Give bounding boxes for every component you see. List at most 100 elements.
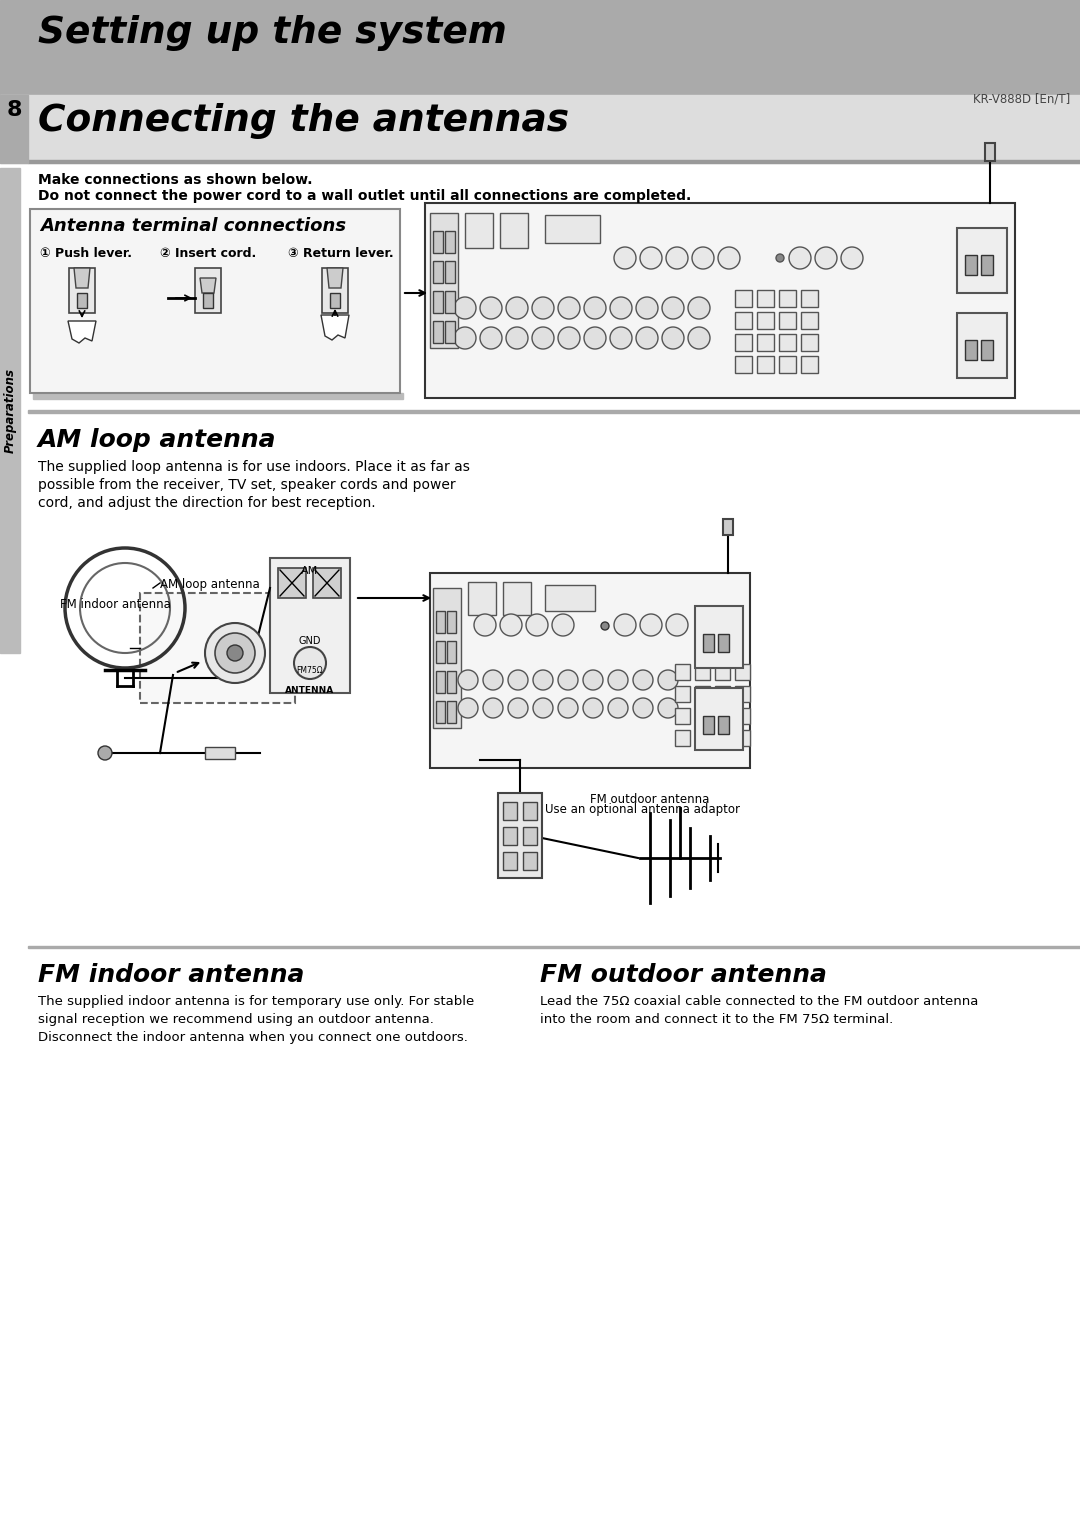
Text: ③ Return lever.: ③ Return lever. xyxy=(288,248,393,260)
Bar xyxy=(468,582,496,614)
Bar xyxy=(445,261,455,283)
Bar xyxy=(433,261,443,283)
Circle shape xyxy=(458,669,478,691)
Text: Lead the 75Ω coaxial cable connected to the FM outdoor antenna: Lead the 75Ω coaxial cable connected to … xyxy=(540,995,978,1008)
Circle shape xyxy=(615,248,636,269)
Bar xyxy=(735,707,750,724)
Bar xyxy=(703,717,714,733)
Bar xyxy=(503,827,517,845)
Text: signal reception we recommend using an outdoor antenna.: signal reception we recommend using an o… xyxy=(38,1013,434,1025)
Bar xyxy=(33,393,403,399)
Circle shape xyxy=(552,614,573,636)
Bar xyxy=(715,730,730,746)
Bar xyxy=(433,231,443,254)
Bar xyxy=(675,707,690,724)
Circle shape xyxy=(583,669,603,691)
Bar xyxy=(675,686,690,701)
Circle shape xyxy=(534,669,553,691)
Bar xyxy=(447,671,456,694)
Circle shape xyxy=(658,698,678,718)
Bar xyxy=(278,568,306,597)
Bar xyxy=(433,588,461,727)
Bar xyxy=(203,293,213,309)
Circle shape xyxy=(508,669,528,691)
Polygon shape xyxy=(327,267,343,287)
Bar xyxy=(757,312,774,329)
Circle shape xyxy=(454,327,476,348)
Bar xyxy=(735,686,750,701)
Circle shape xyxy=(666,248,688,269)
Bar xyxy=(966,341,977,361)
Bar xyxy=(498,793,542,879)
Bar xyxy=(465,212,492,248)
Bar xyxy=(523,827,537,845)
Circle shape xyxy=(558,698,578,718)
Bar xyxy=(545,215,600,243)
Bar xyxy=(715,665,730,680)
Bar xyxy=(430,573,750,769)
Text: Setting up the system: Setting up the system xyxy=(38,15,507,50)
Bar xyxy=(503,802,517,821)
Bar xyxy=(445,321,455,342)
Bar xyxy=(447,701,456,723)
Bar xyxy=(28,160,1080,163)
Bar xyxy=(523,853,537,869)
Bar xyxy=(735,356,752,373)
Bar xyxy=(735,730,750,746)
Circle shape xyxy=(205,623,265,683)
Text: possible from the receiver, TV set, speaker cords and power: possible from the receiver, TV set, spea… xyxy=(38,478,456,492)
Circle shape xyxy=(608,698,627,718)
Bar xyxy=(28,946,1080,947)
Bar xyxy=(426,203,1015,397)
Circle shape xyxy=(610,296,632,319)
Circle shape xyxy=(558,296,580,319)
Bar xyxy=(703,634,714,652)
Bar xyxy=(779,290,796,307)
Circle shape xyxy=(215,633,255,672)
Text: Do not connect the power cord to a wall outlet until all connections are complet: Do not connect the power cord to a wall … xyxy=(38,189,691,203)
Circle shape xyxy=(507,327,528,348)
Circle shape xyxy=(633,698,653,718)
Circle shape xyxy=(583,698,603,718)
Bar xyxy=(447,611,456,633)
Circle shape xyxy=(640,614,662,636)
Bar xyxy=(801,312,818,329)
Bar xyxy=(981,255,993,275)
Circle shape xyxy=(662,327,684,348)
Text: AM loop antenna: AM loop antenna xyxy=(160,578,260,591)
Circle shape xyxy=(480,327,502,348)
Bar xyxy=(330,293,340,309)
FancyBboxPatch shape xyxy=(140,593,295,703)
Bar xyxy=(779,312,796,329)
Circle shape xyxy=(534,698,553,718)
Text: Make connections as shown below.: Make connections as shown below. xyxy=(38,173,312,186)
Bar xyxy=(779,356,796,373)
Text: ① Push lever.: ① Push lever. xyxy=(40,248,132,260)
Bar xyxy=(801,290,818,307)
Circle shape xyxy=(483,669,503,691)
Bar xyxy=(723,520,733,535)
Bar xyxy=(757,356,774,373)
Circle shape xyxy=(658,669,678,691)
Bar xyxy=(675,665,690,680)
Text: FM indoor antenna: FM indoor antenna xyxy=(60,597,171,611)
Bar xyxy=(313,568,341,597)
Circle shape xyxy=(508,698,528,718)
Bar xyxy=(675,730,690,746)
Bar xyxy=(436,671,445,694)
Text: AM: AM xyxy=(301,565,319,576)
Bar xyxy=(430,212,458,348)
Bar xyxy=(0,0,1080,95)
Bar xyxy=(696,707,710,724)
Bar xyxy=(981,341,993,361)
Bar xyxy=(436,642,445,663)
Polygon shape xyxy=(75,267,90,287)
Bar xyxy=(801,356,818,373)
Circle shape xyxy=(600,622,609,630)
Circle shape xyxy=(815,248,837,269)
Bar xyxy=(447,642,456,663)
Circle shape xyxy=(227,645,243,662)
Text: KR-V888D [En/T]: KR-V888D [En/T] xyxy=(973,92,1070,105)
Circle shape xyxy=(610,327,632,348)
Circle shape xyxy=(789,248,811,269)
